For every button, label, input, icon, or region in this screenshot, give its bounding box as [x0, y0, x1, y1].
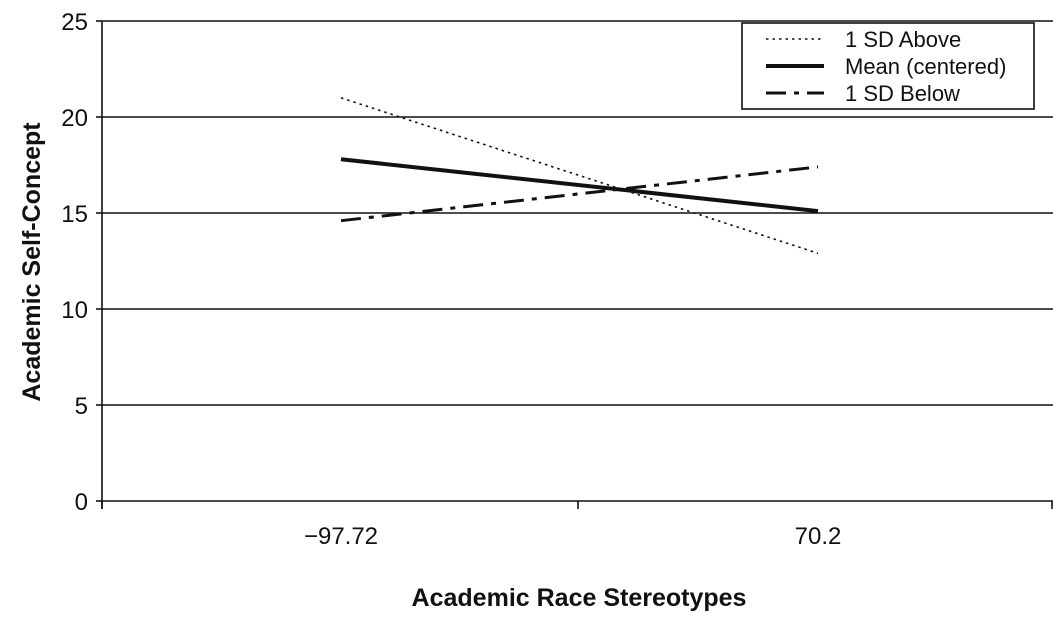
- x-tick-label: 70.2: [795, 523, 842, 550]
- x-axis-title: Academic Race Stereotypes: [412, 584, 747, 612]
- x-tick-label: −97.72: [304, 523, 378, 550]
- y-tick-label: 10: [61, 297, 88, 324]
- series-line-dash-dot: [340, 165, 819, 223]
- series-line-solid: [340, 157, 819, 214]
- legend-label: 1 SD Below: [845, 81, 960, 106]
- y-axis-title: Academic Self-Concept: [18, 122, 46, 402]
- grid-lines: [102, 20, 1053, 502]
- series-line-dotted: [340, 97, 819, 255]
- y-tick-label: 5: [75, 393, 88, 420]
- legend-label: 1 SD Above: [845, 27, 961, 52]
- y-tick-label: 20: [61, 105, 88, 132]
- y-tick-label: 0: [75, 489, 88, 516]
- axes: 0 5 10 15 20 25 −97.72 70.2: [61, 9, 1053, 550]
- y-tick-label: 15: [61, 201, 88, 228]
- y-tick-label: 25: [61, 9, 88, 36]
- legend-label: Mean (centered): [845, 54, 1006, 79]
- series-lines: [340, 97, 819, 255]
